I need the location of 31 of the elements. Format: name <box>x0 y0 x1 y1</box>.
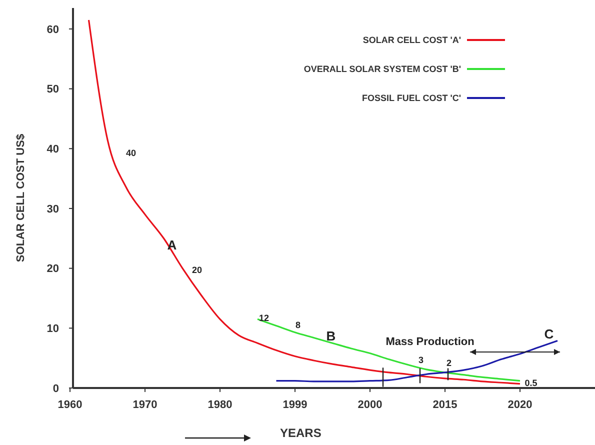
line-series <box>88 19 521 385</box>
legend-label: SOLAR CELL COST 'A' <box>362 35 461 46</box>
x-tick-label: 1980 <box>208 399 232 411</box>
y-tick-label: 0 <box>52 382 59 395</box>
annotation: 0.5 <box>524 378 538 388</box>
x-tick-label: 1999 <box>282 399 308 411</box>
annotation: 2 <box>446 358 452 368</box>
annotation: 12 <box>258 313 270 324</box>
x-tick-label: 2020 <box>508 399 532 411</box>
annotation: 8 <box>295 320 301 330</box>
annotation: 20 <box>192 265 202 276</box>
legend-label: FOSSIL FUEL COST 'C' <box>362 93 461 104</box>
y-tick-label: 50 <box>46 84 59 96</box>
y-tick-label: 40 <box>46 143 59 156</box>
y-axis-title: SOLAR CELL COST US$ <box>15 134 27 262</box>
x-tick-label: 1960 <box>58 399 82 411</box>
y-tick-label: 10 <box>46 323 59 336</box>
x-tick-label: 2015 <box>432 399 458 411</box>
x-axis-title: YEARS <box>280 426 322 440</box>
y-tick-label: 60 <box>46 24 59 36</box>
y-tick-label: 20 <box>46 263 59 276</box>
annotation: A <box>167 238 178 253</box>
annotation: 40 <box>126 148 136 158</box>
x-tick-label: 2000 <box>358 399 382 411</box>
annotation: 3 <box>418 355 424 366</box>
legend-label: OVERALL SOLAR SYSTEM COST 'B' <box>304 64 461 74</box>
annotation: C <box>544 326 554 342</box>
x-tick-label: 1970 <box>132 399 158 411</box>
y-tick-label: 30 <box>46 203 59 216</box>
annotation: B <box>326 328 336 344</box>
annotation: Mass Production <box>386 336 475 348</box>
